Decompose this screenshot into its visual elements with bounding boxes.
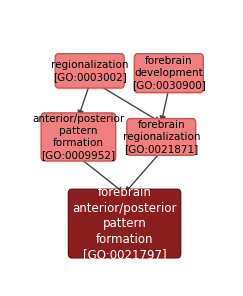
FancyBboxPatch shape — [134, 54, 203, 93]
FancyBboxPatch shape — [55, 54, 124, 88]
FancyBboxPatch shape — [69, 189, 181, 258]
Text: regionalization
[GO:0003002]: regionalization [GO:0003002] — [51, 60, 129, 82]
Text: anterior/posterior
pattern
formation
[GO:0009952]: anterior/posterior pattern formation [GO… — [32, 114, 124, 160]
Text: forebrain
development
[GO:0030900]: forebrain development [GO:0030900] — [132, 56, 206, 90]
FancyBboxPatch shape — [127, 119, 196, 155]
Text: forebrain
regionalization
[GO:0021871]: forebrain regionalization [GO:0021871] — [122, 120, 200, 154]
FancyBboxPatch shape — [41, 113, 116, 161]
Text: forebrain
anterior/posterior
pattern
formation
[GO:0021797]: forebrain anterior/posterior pattern for… — [72, 186, 177, 261]
